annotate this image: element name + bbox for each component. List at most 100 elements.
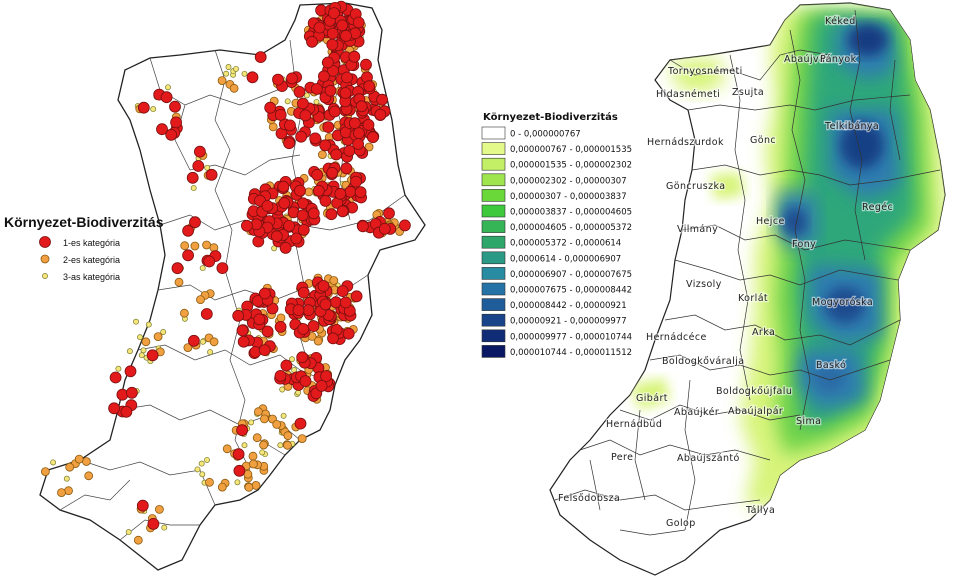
place-label-abaujker: Abaújkér: [674, 407, 719, 418]
point-category-2: [304, 187, 314, 197]
point-category-3: [125, 529, 132, 536]
point-category-1: [319, 139, 332, 152]
point-category-1: [294, 417, 307, 430]
legend-symbol-category-2: [40, 254, 50, 264]
point-category-1: [398, 219, 411, 232]
point-category-1: [147, 518, 160, 530]
density-map-svg: Kéked Abaújvár Pányok Tornyosnémeti Hida…: [481, 2, 946, 576]
point-category-1: [120, 405, 133, 418]
point-category-1: [350, 175, 362, 188]
legend-class-label-9: 0,0000614 - 0,000006907: [510, 254, 621, 264]
point-category-2: [364, 142, 374, 152]
point-category-1: [286, 72, 298, 85]
point-category-2: [229, 83, 239, 93]
legend-swatch-7: [481, 220, 506, 233]
point-category-1: [277, 180, 290, 193]
point-category-1: [250, 218, 263, 231]
point-category-3: [279, 386, 286, 393]
point-category-1: [324, 84, 337, 97]
point-category-2: [84, 471, 94, 481]
point-category-1: [272, 73, 284, 86]
point-category-3: [161, 524, 168, 531]
point-category-1: [325, 208, 338, 221]
legend-class-label-6: 0,000003837 - 0,000004605: [510, 208, 632, 218]
legend-swatch-11: [481, 282, 506, 296]
point-category-2: [248, 459, 258, 469]
place-label-gonc: Gönc: [750, 135, 776, 146]
point-category-2: [205, 477, 214, 487]
point-category-1: [108, 402, 120, 415]
point-category-1: [341, 71, 353, 84]
place-label-goncruszka: Göncruszka: [666, 181, 725, 192]
point-category-1: [320, 370, 333, 383]
point-category-3: [194, 466, 201, 473]
point-category-3: [233, 65, 239, 72]
point-category-3: [204, 456, 210, 463]
point-category-1: [310, 83, 323, 95]
point-category-1: [352, 127, 365, 140]
point-category-3: [289, 356, 295, 363]
legend-swatch-4: [481, 173, 506, 187]
point-category-1: [254, 51, 267, 63]
point-category-1: [330, 148, 343, 161]
point-category-1: [232, 309, 245, 322]
density-legend-classes: 0 - 0,000000767 0,000000767 - 0,000001535…: [481, 126, 632, 358]
point-category-1: [299, 109, 312, 122]
legend-class-label-1: 0 - 0,000000767: [510, 130, 581, 140]
point-category-3: [198, 460, 205, 467]
legend-swatch-8: [481, 235, 506, 249]
point-category-1: [258, 344, 271, 357]
point-category-1: [182, 224, 195, 237]
place-label-hejce: Hejce: [756, 216, 785, 227]
point-category-3: [248, 419, 255, 426]
legend-class-label-15: 0,000010744 - 0,000011512: [510, 348, 632, 358]
point-category-3: [303, 92, 310, 99]
point-category-1: [378, 222, 391, 235]
point-category-3: [277, 442, 284, 449]
point-category-2: [82, 457, 91, 466]
point-category-3: [150, 106, 157, 113]
point-category-1: [374, 108, 387, 121]
point-category-1: [253, 313, 266, 326]
point-category-1: [326, 166, 339, 179]
point-category-1: [352, 16, 365, 29]
point-category-2: [217, 482, 227, 492]
point-category-2: [329, 276, 339, 285]
point-category-1: [340, 162, 353, 175]
place-label-pere: Pere: [611, 452, 633, 463]
point-category-1: [216, 262, 229, 275]
point-category-3: [241, 70, 248, 77]
point-category-1: [322, 121, 335, 133]
point-category-2: [196, 295, 205, 305]
place-label-golop: Golop: [666, 518, 696, 529]
point-category-1: [292, 304, 305, 317]
point-category-3: [207, 349, 214, 356]
point-category-2: [313, 336, 323, 346]
point-category-1: [327, 332, 339, 345]
point-category-1: [274, 369, 287, 382]
point-category-2: [217, 76, 227, 85]
point-category-1: [283, 137, 296, 150]
point-category-1: [137, 101, 150, 114]
point-category-2: [183, 343, 193, 353]
point-category-1: [383, 207, 395, 220]
point-category-2: [259, 440, 269, 450]
point-category-3: [204, 164, 211, 171]
point-category-1: [362, 119, 375, 131]
point-category-2: [272, 419, 282, 429]
point-category-1: [261, 325, 274, 338]
point-category-1: [189, 216, 201, 229]
point-category-1: [125, 386, 138, 399]
point-category-1: [354, 186, 367, 199]
place-label-arka: Arka: [752, 327, 775, 338]
point-category-1: [146, 349, 159, 362]
point-category-2: [154, 504, 164, 514]
point-category-1: [274, 109, 287, 121]
legend-class-label-5: 0,00000307 - 0,000003837: [510, 192, 627, 202]
point-category-1: [192, 160, 205, 172]
place-label-fony: Fony: [792, 239, 816, 250]
point-category-1: [258, 287, 271, 300]
point-category-1: [296, 209, 309, 222]
point-category-1: [309, 132, 322, 145]
legend-swatch-6: [481, 204, 506, 218]
